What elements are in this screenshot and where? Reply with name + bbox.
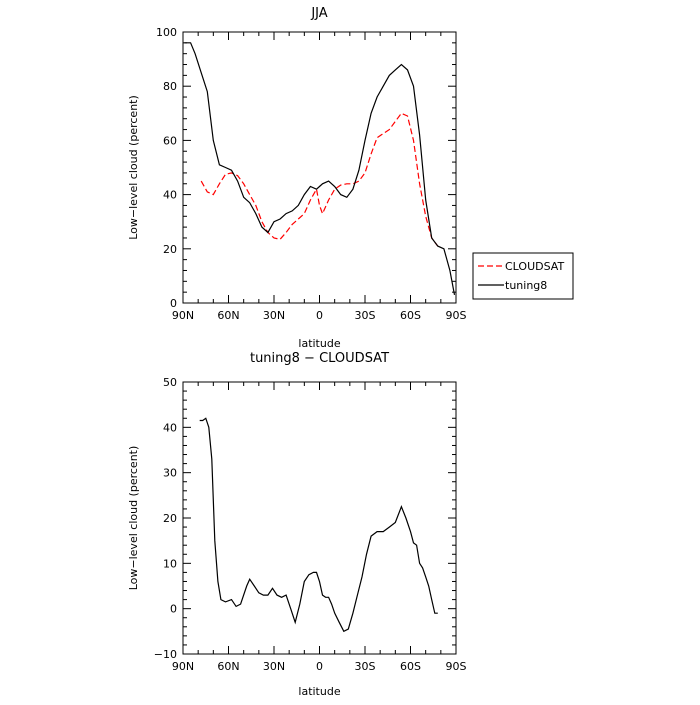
chart-title: JJA	[310, 6, 327, 21]
y-tick-label: 80	[163, 80, 177, 93]
chart-panel-2: −10 0 10 20 30 40 50 90N 60N 30N 0 30S 60S 90S tuning8…	[127, 351, 467, 698]
y-tick-label: 20	[163, 243, 177, 256]
y-tick-label: 50	[163, 376, 177, 389]
x-tick-label: 90N	[172, 309, 194, 322]
chart-title: tuning8 − CLOUDSAT	[250, 351, 389, 366]
y-tick-label: −10	[154, 648, 177, 661]
y-tick-label: 20	[163, 512, 177, 525]
x-tick-label: 30S	[355, 309, 376, 322]
series-line-difference	[199, 417, 438, 633]
y-tick-label: 60	[163, 134, 177, 147]
plot-frame	[182, 381, 457, 655]
y-axis-label: Low−level cloud (percent)	[127, 95, 140, 240]
x-tick-label: 0	[316, 660, 323, 673]
y-tick-label: 40	[163, 189, 177, 202]
x-tick-label: 30N	[263, 309, 285, 322]
x-tick-label: 0	[316, 309, 323, 322]
y-axis-label: Low−level cloud (percent)	[127, 446, 140, 591]
y-tick-label: 0	[170, 297, 177, 310]
x-tick-label: 30N	[263, 660, 285, 673]
legend: CLOUDSAT tuning8	[472, 252, 574, 300]
x-tick-label: 90N	[172, 660, 194, 673]
x-tick-label: 30S	[355, 660, 376, 673]
x-axis-label: latitude	[298, 337, 340, 350]
legend-label-tuning8: tuning8	[505, 279, 547, 292]
x-tick-label: 60S	[400, 660, 421, 673]
plot-frame	[182, 31, 457, 304]
x-axis-label: latitude	[298, 685, 340, 698]
y-tick-label: 10	[163, 557, 177, 570]
y-tick-label: 30	[163, 467, 177, 480]
chart-panel-1: 0 20 40 60 80 100 90N 60N 30N 0 30S 60S 90S JJA latitu…	[127, 6, 574, 350]
x-tick-label: 60N	[217, 309, 239, 322]
legend-box	[472, 252, 574, 300]
y-tick-label: 100	[156, 26, 177, 39]
y-tick-label: 40	[163, 421, 177, 434]
x-tick-label: 90S	[446, 660, 467, 673]
legend-label-cloudsat: CLOUDSAT	[505, 260, 564, 273]
x-tick-label: 60S	[400, 309, 421, 322]
x-tick-label: 60N	[217, 660, 239, 673]
x-tick-label: 90S	[446, 309, 467, 322]
series-line-tuning8	[184, 42, 456, 296]
y-tick-label: 0	[170, 603, 177, 616]
series-line-cloudsat	[200, 112, 439, 247]
